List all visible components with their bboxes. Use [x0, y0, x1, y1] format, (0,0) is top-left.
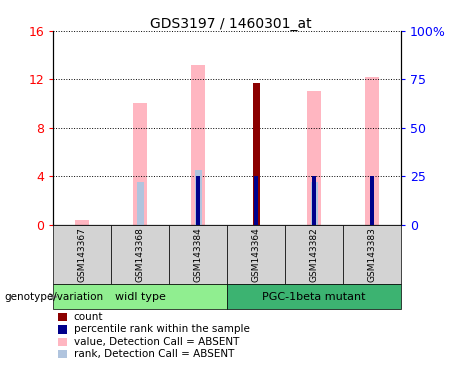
Bar — [285, 225, 343, 284]
Bar — [307, 91, 321, 225]
Bar — [191, 65, 205, 225]
Bar — [133, 103, 147, 225]
Text: GSM143384: GSM143384 — [194, 227, 202, 282]
Bar — [311, 182, 318, 225]
Bar — [253, 83, 260, 225]
Text: GDS3197 / 1460301_at: GDS3197 / 1460301_at — [150, 17, 311, 31]
Bar — [343, 225, 401, 284]
Text: genotype/variation: genotype/variation — [5, 291, 104, 302]
Text: widl type: widl type — [115, 291, 165, 302]
Text: value, Detection Call = ABSENT: value, Detection Call = ABSENT — [74, 337, 239, 347]
Text: GSM143383: GSM143383 — [367, 227, 377, 282]
Bar — [254, 176, 258, 225]
Bar — [169, 225, 227, 284]
Text: GSM143382: GSM143382 — [309, 227, 319, 282]
Text: PGC-1beta mutant: PGC-1beta mutant — [262, 291, 366, 302]
Text: rank, Detection Call = ABSENT: rank, Detection Call = ABSENT — [74, 349, 234, 359]
Bar — [136, 182, 143, 225]
Bar — [312, 176, 316, 225]
Bar — [196, 176, 200, 225]
Bar — [227, 284, 401, 309]
Text: GSM143364: GSM143364 — [252, 227, 260, 282]
Text: GSM143368: GSM143368 — [136, 227, 145, 282]
Text: count: count — [74, 312, 103, 322]
Bar — [227, 225, 285, 284]
Bar — [75, 220, 89, 225]
Bar — [53, 225, 111, 284]
Bar — [53, 284, 227, 309]
Text: percentile rank within the sample: percentile rank within the sample — [74, 324, 250, 334]
Bar — [195, 170, 201, 225]
Bar — [111, 225, 169, 284]
Text: GSM143367: GSM143367 — [77, 227, 87, 282]
Bar — [365, 77, 379, 225]
Bar — [370, 176, 374, 225]
